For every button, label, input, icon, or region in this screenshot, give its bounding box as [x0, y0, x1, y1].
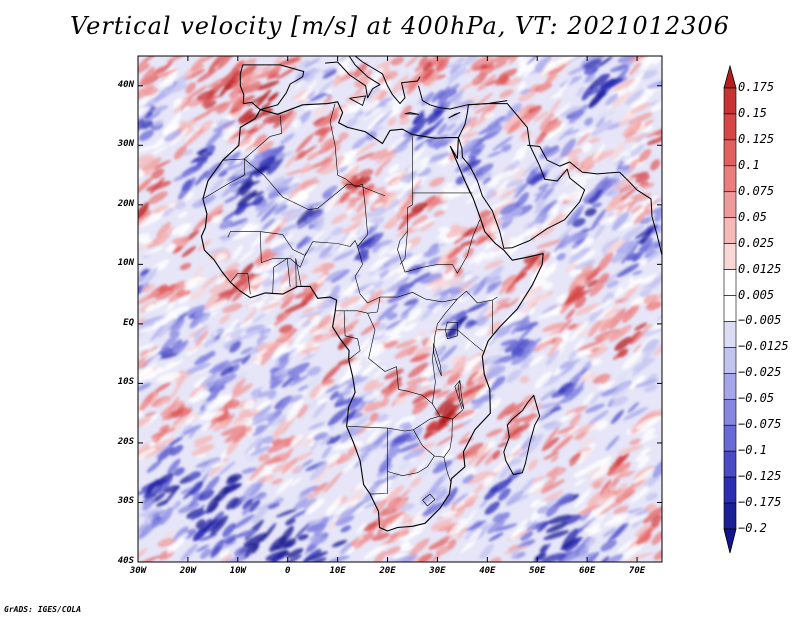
colorbar-level-label: −0.075	[738, 417, 782, 432]
colorbar-swatch	[723, 113, 737, 141]
software-credit: GrADS: IGES/COLA	[4, 605, 82, 614]
colorbar-level-label: 0.175	[738, 80, 775, 94]
colorbar-swatch	[723, 424, 737, 452]
colorbar-swatch	[723, 476, 737, 504]
colorbar-level-label: −0.025	[738, 365, 782, 380]
colorbar-swatch	[723, 139, 737, 167]
colorbar-level-label: 0.025	[738, 235, 775, 250]
lon-tick-label: 10W	[229, 566, 246, 576]
lat-tick-label: 40S	[117, 556, 134, 566]
colorbar-swatch	[723, 321, 737, 348]
colorbar-level-label: −0.0125	[738, 339, 789, 354]
colorbar-swatch	[723, 191, 737, 218]
colorbar-level-label: −0.175	[738, 495, 782, 510]
colorbar-swatch	[723, 347, 737, 374]
colorbar-level-label: 0.125	[738, 131, 775, 146]
colorbar-level-label: −0.125	[738, 469, 782, 484]
colorbar-level-label: 0.075	[738, 183, 775, 198]
lon-tick-label: 30E	[429, 566, 446, 576]
colorbar-swatch	[723, 502, 737, 530]
colorbar-level-label: 0.0125	[738, 261, 782, 276]
colorbar-swatch	[723, 398, 737, 426]
lon-tick-label: 70E	[628, 566, 646, 576]
colorbar-level-label: −0.05	[738, 391, 775, 406]
colorbar-top-arrow	[723, 64, 737, 89]
colorbar-swatch	[723, 269, 737, 296]
lon-tick-label: 60E	[579, 566, 596, 576]
colorbar-swatch	[723, 373, 737, 400]
lat-tick-label: 30N	[117, 139, 134, 150]
lat-tick-label: 20N	[117, 198, 134, 209]
colorbar-swatch	[723, 87, 737, 115]
colorbar-level-label: 0.15	[738, 105, 767, 120]
lon-tick-label: 20W	[179, 566, 197, 576]
colorbar-swatch	[723, 295, 737, 322]
lon-tick-label: 40E	[479, 566, 496, 576]
lon-tick-label: 0	[284, 566, 291, 576]
lon-tick-label: 20E	[379, 566, 396, 576]
lat-tick-label: 10N	[117, 258, 134, 269]
colorbar-level-label: 0.1	[738, 157, 760, 172]
lat-tick-label: 40N	[117, 79, 134, 90]
colorbar-level-label: 0.05	[738, 209, 767, 224]
lon-tick-label: 10E	[329, 566, 346, 576]
colorbar-swatch	[723, 243, 737, 270]
lat-tick-label: 30S	[117, 496, 134, 507]
colorbar-swatch	[723, 217, 737, 244]
lat-tick-label: EQ	[123, 317, 134, 328]
lon-tick-label: 30W	[129, 566, 147, 576]
colorbar-swatch	[723, 450, 737, 478]
colorbar-swatch	[723, 165, 737, 193]
colorbar-level-label: 0.005	[738, 287, 775, 302]
colorbar-level-label: −0.2	[738, 521, 767, 535]
lon-tick-label: 50E	[529, 566, 546, 576]
lat-tick-label: 10S	[117, 377, 134, 388]
chart-title: Vertical velocity [m/s] at 400hPa, VT: 2…	[70, 12, 730, 40]
colorbar-level-label: −0.005	[738, 313, 782, 328]
colorbar-bottom-arrow	[723, 528, 737, 554]
colorbar-level-label: −0.1	[738, 443, 767, 458]
lat-tick-label: 20S	[117, 436, 134, 447]
